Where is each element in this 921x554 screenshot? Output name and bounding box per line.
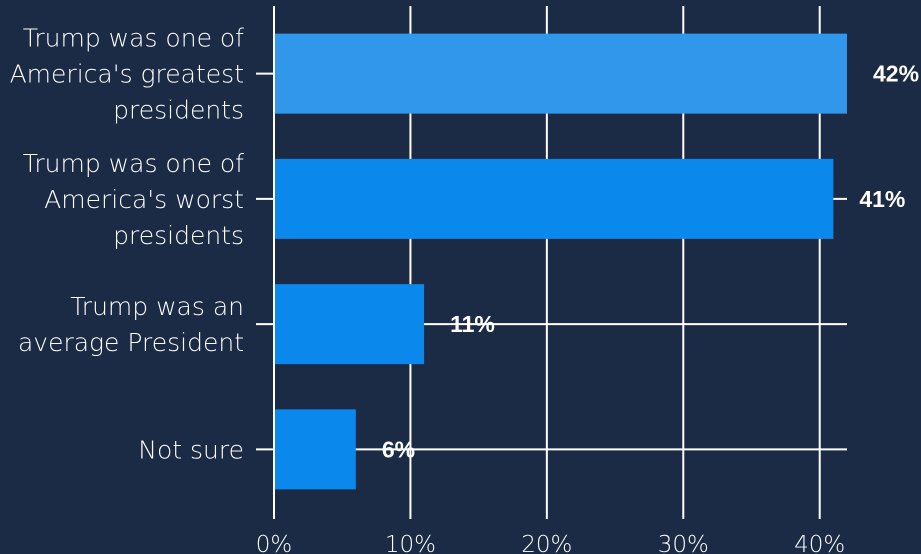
data-label-1: 41% [859,186,905,212]
labels: 0% 10% 20% 30% 40% Trump was one of America's … [10,24,919,554]
category-label-2: Trump was an average President [18,292,244,357]
category-label-line: presidents [113,221,244,250]
category-label-line: presidents [113,96,244,125]
bar-0 [274,33,847,114]
data-label-2: 11% [450,311,495,337]
x-tick-label-1: 10% [385,532,436,554]
data-label-0: 42% [873,61,919,87]
category-label-line: average President [18,328,244,357]
category-label-line: America's worst [44,185,244,214]
category-label-0: Trump was one of America's greatest presid… [10,24,245,125]
bar-3 [274,409,356,490]
category-label-3: Not sure [138,435,244,464]
x-tick-label-2: 20% [521,532,572,554]
x-tick-label-0: 0% [256,532,293,554]
category-label-line: Not sure [138,435,244,464]
category-label-line: Trump was an [70,292,244,321]
x-tick-label-4: 40% [794,532,845,554]
bar-2 [274,284,425,365]
category-label-1: Trump was one of America's worst president… [23,149,244,250]
x-tick-label-3: 30% [658,532,709,554]
bar-1 [274,158,834,239]
data-label-3: 6% [382,436,415,462]
category-label-line: Trump was one of [23,24,244,53]
category-label-line: America's greatest [10,60,244,89]
bars [274,33,847,490]
category-label-line: Trump was one of [23,149,244,178]
